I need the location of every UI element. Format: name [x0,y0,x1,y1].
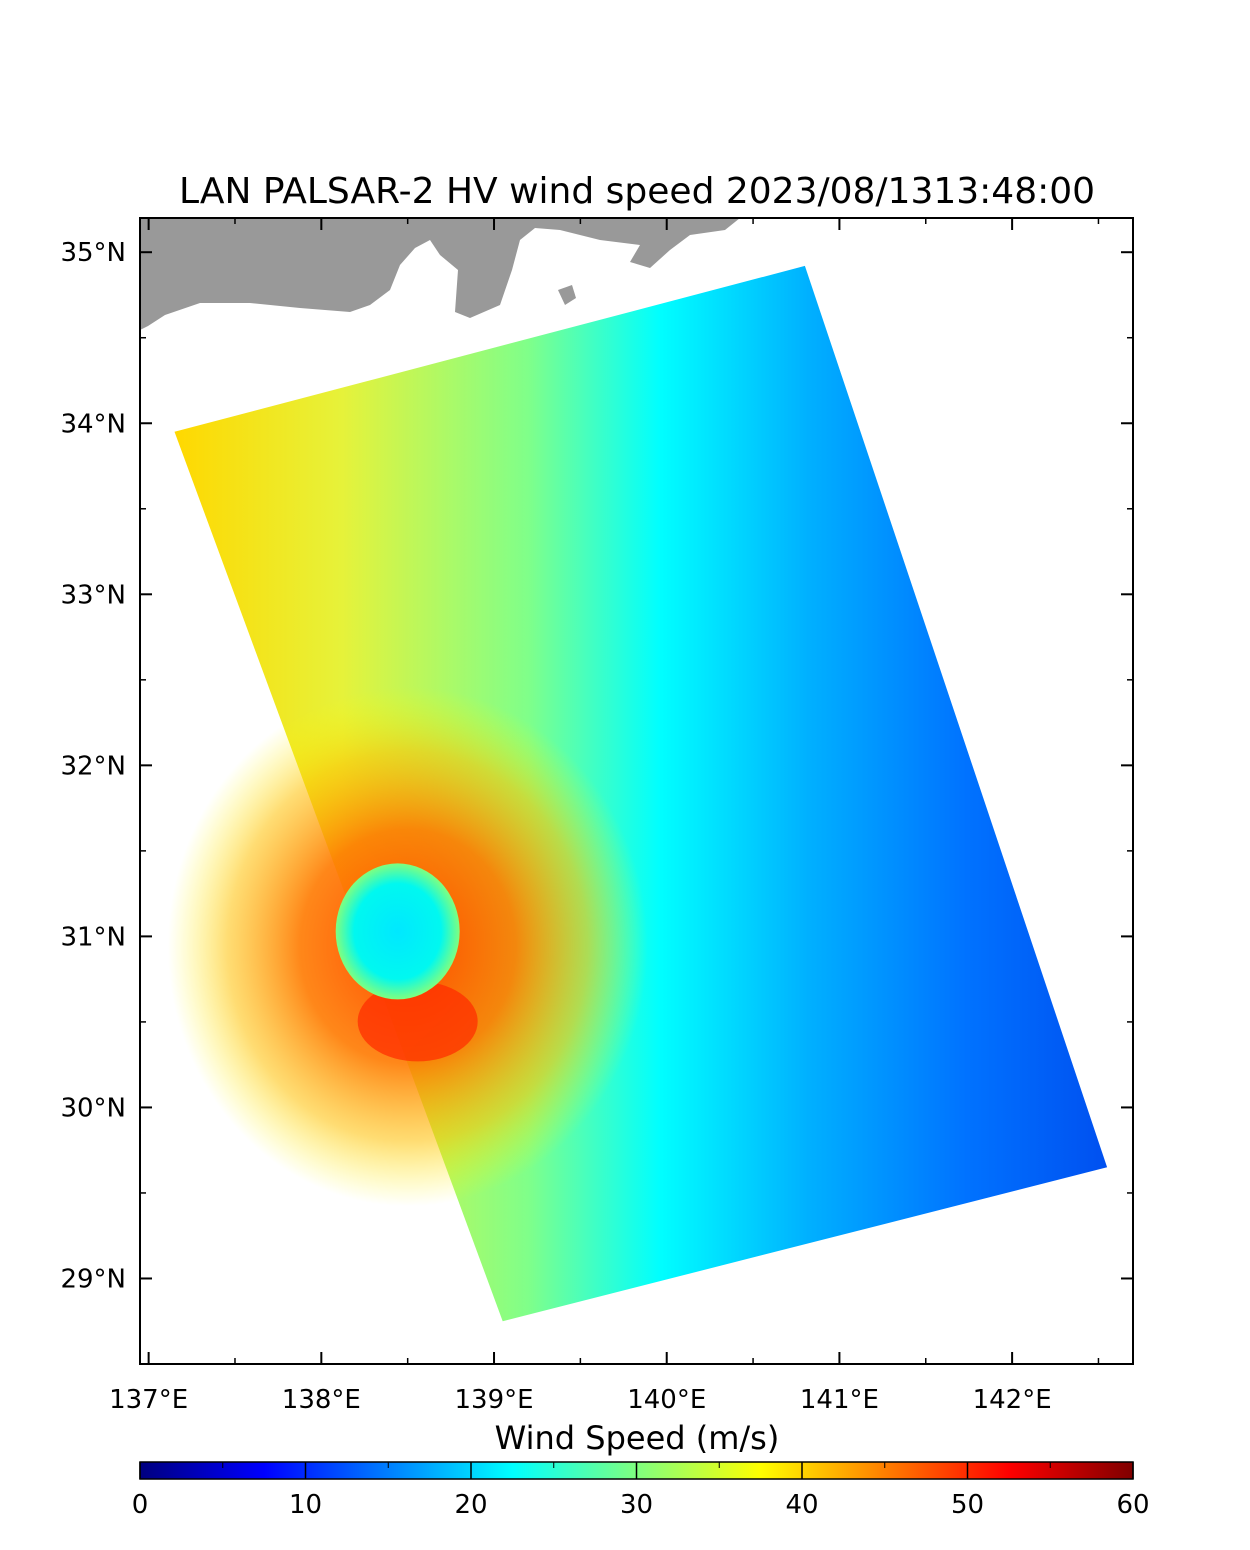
typhoon-wind-field [167,686,648,1207]
longitude-axis: 137°E 138°E 139°E 140°E 141°E 142°E [109,218,1100,1415]
lat-tick-label: 35°N [60,238,126,268]
colorbar-tick-label: 20 [454,1490,487,1520]
lat-tick-label: 32°N [60,751,126,781]
lon-tick-label: 141°E [800,1385,879,1415]
map-frame [139,217,1134,1365]
lon-tick-label: 139°E [454,1385,533,1415]
figure-title: LAN PALSAR-2 HV wind speed 2023/08/1313:… [179,171,1095,212]
lon-tick-label: 138°E [282,1385,361,1415]
colorbar-tick-label: 30 [620,1490,653,1520]
lat-tick-label: 34°N [60,409,126,439]
map-area [140,218,1108,1322]
colorbar-tick-label: 40 [785,1490,818,1520]
colorbar-title: Wind Speed (m/s) [495,1419,780,1457]
colorbar-tick-label: 50 [951,1490,984,1520]
lat-tick-label: 30°N [60,1093,126,1123]
latitude-axis: 35°N 34°N 33°N 32°N 31°N 30°N 29°N [60,238,1133,1294]
lat-tick-label: 33°N [60,580,126,610]
colorbar-tick-label: 10 [289,1490,322,1520]
typhoon-eye [335,863,460,1000]
colorbar-tick-label: 60 [1116,1490,1149,1520]
sar-swath [167,265,1108,1322]
colorbar: Wind Speed (m/s) 0 10 20 30 40 50 60 [132,1419,1150,1520]
lon-tick-label: 142°E [973,1385,1052,1415]
lon-tick-label: 140°E [627,1385,706,1415]
lat-tick-label: 31°N [60,922,126,952]
colorbar-tick-label: 0 [132,1490,149,1520]
lon-tick-label: 137°E [109,1385,188,1415]
lat-tick-label: 29°N [60,1264,126,1294]
colorbar-ticks: 0 10 20 30 40 50 60 [132,1462,1150,1520]
eyewall-max [357,981,478,1062]
